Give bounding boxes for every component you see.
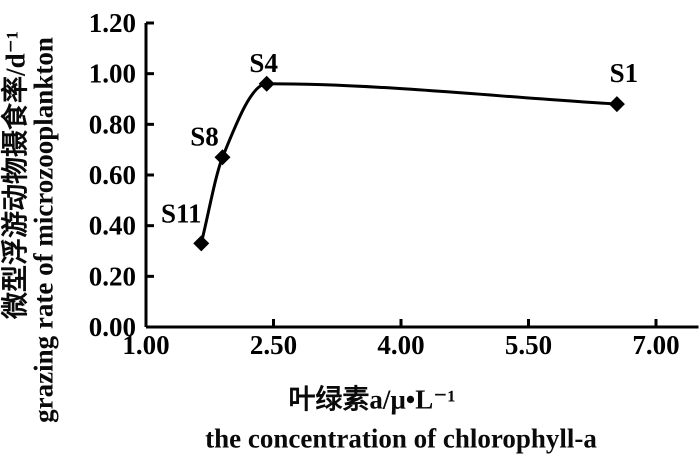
x-tick-label: 5.50 [505, 330, 552, 360]
x-tick-label: 2.50 [250, 330, 297, 360]
y-tick-label: 1.00 [89, 59, 136, 89]
y-tick-label: 1.20 [89, 8, 136, 38]
y-tick-label: 0.00 [89, 312, 136, 342]
y-tick-label: 0.40 [89, 211, 136, 241]
y-tick-label: 0.80 [89, 109, 136, 139]
data-point-marker [608, 96, 625, 113]
data-point-marker [258, 75, 275, 92]
data-point-label: S1 [610, 58, 639, 88]
y-tick-label: 0.20 [89, 261, 136, 291]
x-axis-title-english: the concentration of chlorophyll-a [205, 423, 597, 454]
x-tick-label: 7.00 [632, 330, 679, 360]
y-axis-title-chinese: 微型浮游动物摄食率/d⁻¹ [0, 31, 31, 319]
y-axis-title-english: grazing rate of microzooplankton [28, 37, 59, 423]
data-point-marker [214, 149, 231, 166]
x-axis-title-chinese: 叶绿素a/μ•L⁻¹ [288, 384, 456, 415]
y-tick-label: 0.60 [89, 160, 136, 190]
data-point-label: S11 [161, 198, 202, 228]
data-point-marker [193, 235, 210, 252]
data-point-label: S4 [249, 48, 278, 78]
series-line [199, 82, 619, 245]
x-tick-label: 4.00 [377, 330, 424, 360]
data-point-label: S8 [190, 121, 219, 151]
x-tick-label: 1.00 [122, 330, 169, 360]
